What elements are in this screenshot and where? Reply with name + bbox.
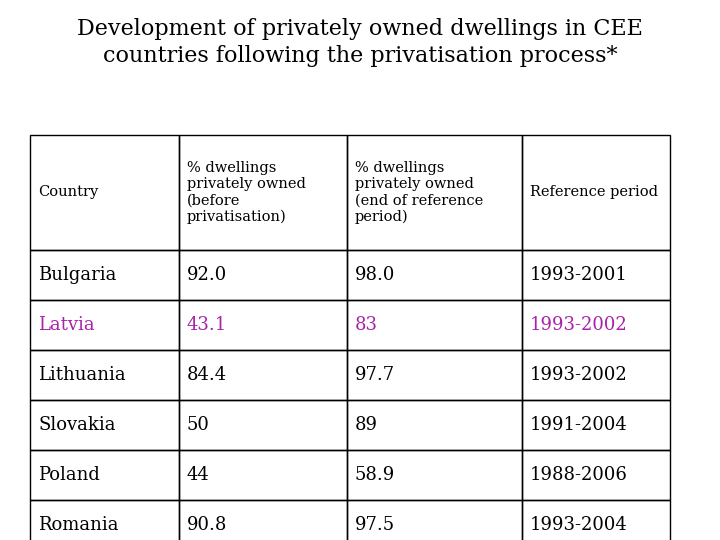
Text: 1993-2002: 1993-2002: [530, 366, 627, 384]
Text: 97.5: 97.5: [355, 516, 395, 534]
Text: 98.0: 98.0: [355, 266, 395, 284]
Text: Bulgaria: Bulgaria: [38, 266, 117, 284]
Text: 97.7: 97.7: [355, 366, 395, 384]
Text: 1993-2002: 1993-2002: [530, 316, 627, 334]
Text: % dwellings
privately owned
(before
privatisation): % dwellings privately owned (before priv…: [186, 161, 305, 224]
Text: Poland: Poland: [38, 466, 100, 484]
Text: 89: 89: [355, 416, 378, 434]
Text: 1993-2004: 1993-2004: [530, 516, 627, 534]
Text: Reference period: Reference period: [530, 186, 657, 199]
Text: 90.8: 90.8: [186, 516, 227, 534]
Text: 58.9: 58.9: [355, 466, 395, 484]
Text: 44: 44: [186, 466, 210, 484]
Text: 84.4: 84.4: [186, 366, 227, 384]
Text: 1993-2001: 1993-2001: [530, 266, 628, 284]
Text: Romania: Romania: [38, 516, 119, 534]
Text: Country: Country: [38, 186, 98, 199]
Text: Slovakia: Slovakia: [38, 416, 115, 434]
Text: Latvia: Latvia: [38, 316, 94, 334]
Text: Lithuania: Lithuania: [38, 366, 125, 384]
Text: 92.0: 92.0: [186, 266, 227, 284]
Text: Development of privately owned dwellings in CEE
countries following the privatis: Development of privately owned dwellings…: [77, 18, 643, 67]
Text: % dwellings
privately owned
(end of reference
period): % dwellings privately owned (end of refe…: [355, 161, 483, 224]
Text: 50: 50: [186, 416, 210, 434]
Text: 83: 83: [355, 316, 378, 334]
Text: 43.1: 43.1: [186, 316, 227, 334]
Text: 1991-2004: 1991-2004: [530, 416, 627, 434]
Text: 1988-2006: 1988-2006: [530, 466, 628, 484]
